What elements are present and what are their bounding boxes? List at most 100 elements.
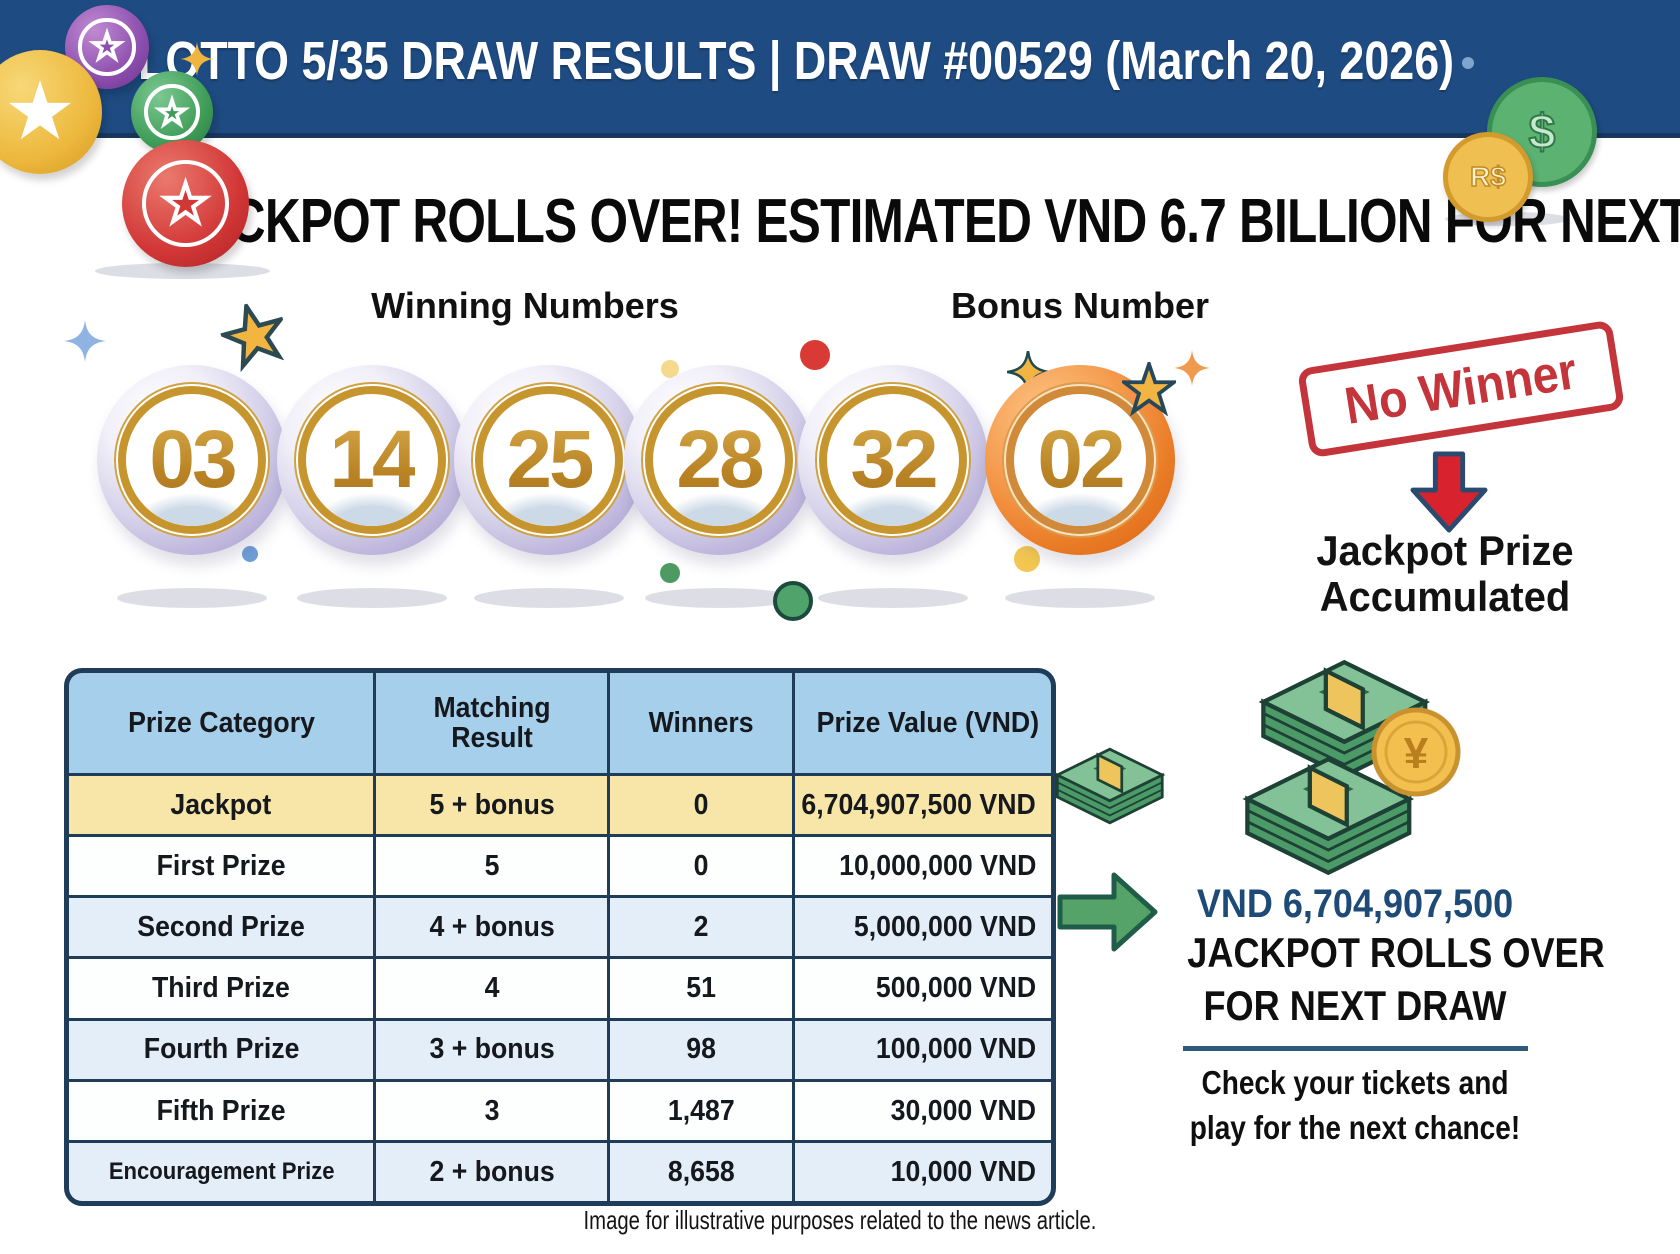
confetti-dot — [660, 563, 680, 583]
cta-line2: play for the next chance! — [1189, 1108, 1521, 1146]
table-cell: 8,658 — [610, 1142, 792, 1201]
ball-ring: ★ — [78, 18, 136, 76]
ball-ring: 14 — [298, 386, 446, 534]
table-cell: 1,487 — [610, 1081, 792, 1140]
cell-text: 1,487 — [667, 1094, 735, 1127]
no-winner-stamp: No Winner — [1296, 319, 1625, 459]
cell-text: 4 — [484, 972, 500, 1005]
cell-text: Third Prize — [152, 972, 291, 1005]
col-header-prize-value: Prize Value (VND) — [794, 673, 1051, 773]
cell-text: 100,000 VND — [875, 1033, 1036, 1066]
yen-symbol: ¥ — [1404, 729, 1429, 778]
star-icon — [215, 296, 293, 374]
decor-ball-yellow: ★ — [0, 50, 102, 174]
cell-text: 8,658 — [667, 1155, 735, 1188]
table-cell: Encouragement Prize — [69, 1142, 374, 1201]
rollover-line2: FOR NEXT DRAW — [1203, 981, 1507, 1029]
star-icon: ★ — [156, 93, 188, 131]
dollar-symbol: $ — [1528, 105, 1557, 160]
cell-text: First Prize — [156, 849, 286, 882]
ball-shadow — [1005, 588, 1155, 608]
ball-shadow — [474, 588, 624, 608]
page-title: LOTTO 5/35 DRAW RESULTS | DRAW #00529 (M… — [138, 31, 1455, 91]
ball-number: 25 — [506, 414, 594, 505]
table-cell: Fifth Prize — [69, 1081, 374, 1140]
table-cell: Third Prize — [69, 959, 374, 1018]
right-arrow-icon — [1057, 872, 1158, 952]
table-cell: 5 — [376, 837, 608, 896]
col-header-matching-result: Matching Result — [376, 673, 608, 773]
table-cell: 4 + bonus — [376, 898, 608, 957]
decor-ball-green: ★ — [131, 71, 213, 153]
table-cell: 3 + bonus — [376, 1020, 608, 1079]
cell-text: 10,000 VND — [890, 1155, 1036, 1188]
table-cell: 2 + bonus — [376, 1142, 608, 1201]
top-banner: LOTTO 5/35 DRAW RESULTS | DRAW #00529 (M… — [0, 0, 1680, 138]
cell-text: 2 — [693, 911, 709, 944]
header-label: Prize Category — [127, 706, 315, 739]
col-header-winners: Winners — [610, 673, 792, 773]
cell-text: 2 + bonus — [429, 1155, 555, 1188]
headline: JACKPOT ROLLS OVER! ESTIMATED VND 6.7 BI… — [168, 187, 1680, 256]
sparkle-icon — [64, 320, 106, 362]
table-cell: 51 — [610, 959, 792, 1018]
table-cell: 0 — [610, 837, 792, 896]
confetti-dot — [1462, 57, 1474, 69]
ball-shadow — [297, 588, 447, 608]
ball-number: 02 — [1037, 414, 1125, 505]
ball-ring: 28 — [645, 386, 793, 534]
ball-shadow — [818, 588, 968, 608]
table-cell: 10,000 VND — [794, 1142, 1051, 1201]
table-cell: 6,704,907,500 VND — [794, 776, 1051, 835]
ball-number: 03 — [149, 414, 237, 505]
star-icon: ★ — [90, 28, 123, 66]
winning-ball-1: 03 — [97, 365, 287, 555]
ball-ring: 03 — [118, 386, 266, 534]
table-cell: 4 — [376, 959, 608, 1018]
ball-ring: ★ — [142, 160, 229, 247]
cell-text: Encouragement Prize — [108, 1158, 335, 1186]
cell-text: 5 + bonus — [429, 788, 555, 821]
rs-coin-icon: R$ — [1443, 132, 1533, 222]
cell-text: 98 — [686, 1033, 716, 1066]
table-cell: 30,000 VND — [794, 1081, 1051, 1140]
header-label: Prize Value (VND) — [816, 706, 1039, 739]
star-icon — [1122, 362, 1176, 414]
jackpot-accumulated-label: Jackpot Prize Accumulated — [1280, 527, 1610, 620]
decor-ball-red: ★ — [122, 140, 249, 267]
cell-text: Fifth Prize — [156, 1094, 286, 1127]
ball-number: 32 — [850, 414, 938, 505]
cell-text: 10,000,000 VND — [838, 849, 1036, 882]
sparkle-icon — [1174, 350, 1210, 386]
table-cell: 3 — [376, 1081, 608, 1140]
confetti-dot — [242, 546, 258, 562]
table-cell: 500,000 VND — [794, 959, 1051, 1018]
sparkle-icon — [180, 42, 214, 76]
table-cell: 100,000 VND — [794, 1020, 1051, 1079]
rollover-line1: JACKPOT ROLLS OVER — [1187, 929, 1605, 976]
star-icon: ★ — [161, 174, 210, 233]
star-icon: ★ — [7, 72, 73, 152]
cell-text: 5 — [484, 849, 500, 882]
confetti-dot — [800, 340, 830, 370]
cell-text: 30,000 VND — [890, 1094, 1036, 1127]
ball-number: 28 — [676, 414, 764, 505]
cell-text: 500,000 VND — [875, 972, 1036, 1005]
ball-ring: ★ — [144, 84, 200, 140]
cell-text: 51 — [686, 972, 716, 1005]
header-label: Matching Result — [433, 691, 551, 754]
rollover-panel: VND 6,704,907,500 JACKPOT ROLLS OVER FOR… — [1160, 882, 1605, 1150]
table-cell: 98 — [610, 1020, 792, 1079]
cell-text: Second Prize — [137, 911, 305, 944]
winning-ball-3: 25 — [454, 365, 644, 555]
rollover-amount: VND 6,704,907,500 — [1196, 882, 1514, 926]
cell-text: 5,000,000 VND — [853, 911, 1036, 944]
table-cell: Fourth Prize — [69, 1020, 374, 1079]
accumulated-line1: Jackpot Prize — [1316, 527, 1574, 574]
ball-ring: 32 — [819, 386, 967, 534]
cell-text: 3 + bonus — [429, 1033, 555, 1066]
stamp-label: No Winner — [1340, 342, 1581, 436]
cell-text: 0 — [693, 788, 709, 821]
ball-ring: 25 — [475, 386, 623, 534]
